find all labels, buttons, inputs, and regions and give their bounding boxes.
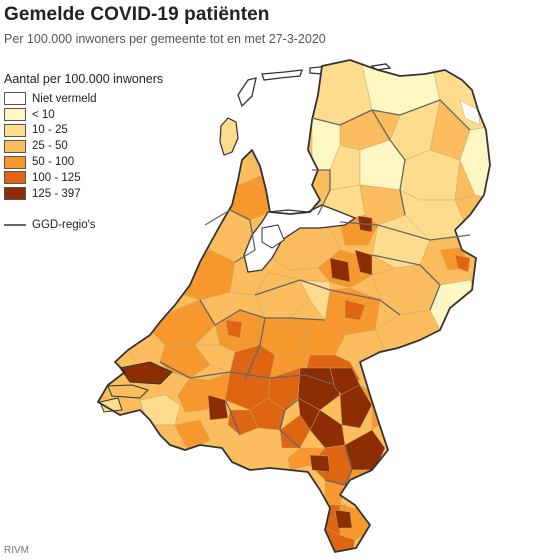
legend-label: 50 - 100 [32, 156, 75, 169]
legend-label: Niet vermeld [32, 92, 97, 105]
chart-subtitle: Per 100.000 inwoners per gemeente tot en… [4, 32, 326, 46]
ggd-borders [159, 99, 471, 486]
legend-swatch [4, 139, 26, 153]
legend-swatch [4, 171, 26, 185]
water-bodies [243, 204, 357, 273]
legend-item: 100 - 125 [4, 170, 163, 186]
chart-title: Gemelde COVID-19 patiënten [4, 4, 270, 25]
legend: Aantal per 100.000 inwoners Niet vermeld… [4, 72, 163, 231]
legend-swatch [4, 155, 26, 169]
legend-swatch [4, 123, 26, 137]
legend-label: 25 - 50 [32, 140, 68, 153]
source-credit: RIVM [4, 545, 29, 556]
legend-swatch [4, 108, 26, 122]
legend-swatch [4, 92, 26, 106]
delta-islands [99, 361, 173, 413]
legend-swatch [4, 187, 26, 201]
legend-item: Niet vermeld [4, 91, 163, 107]
legend-label: 125 - 397 [32, 187, 81, 200]
legend-label: < 10 [32, 108, 55, 121]
country-outline [97, 59, 491, 553]
legend-item: 125 - 397 [4, 186, 163, 202]
legend-label: 100 - 125 [32, 171, 81, 184]
ggd-label: GGD-regio's [32, 218, 96, 231]
legend-title: Aantal per 100.000 inwoners [4, 72, 164, 86]
legend-ggd-item: GGD-regio's [4, 219, 163, 231]
legend-item: 25 - 50 [4, 138, 163, 154]
legend-item: < 10 [4, 107, 163, 123]
legend-item: 50 - 100 [4, 154, 163, 170]
legend-item: 10 - 25 [4, 123, 163, 139]
legend-label: 10 - 25 [32, 124, 68, 137]
ggd-line-symbol [4, 223, 26, 226]
